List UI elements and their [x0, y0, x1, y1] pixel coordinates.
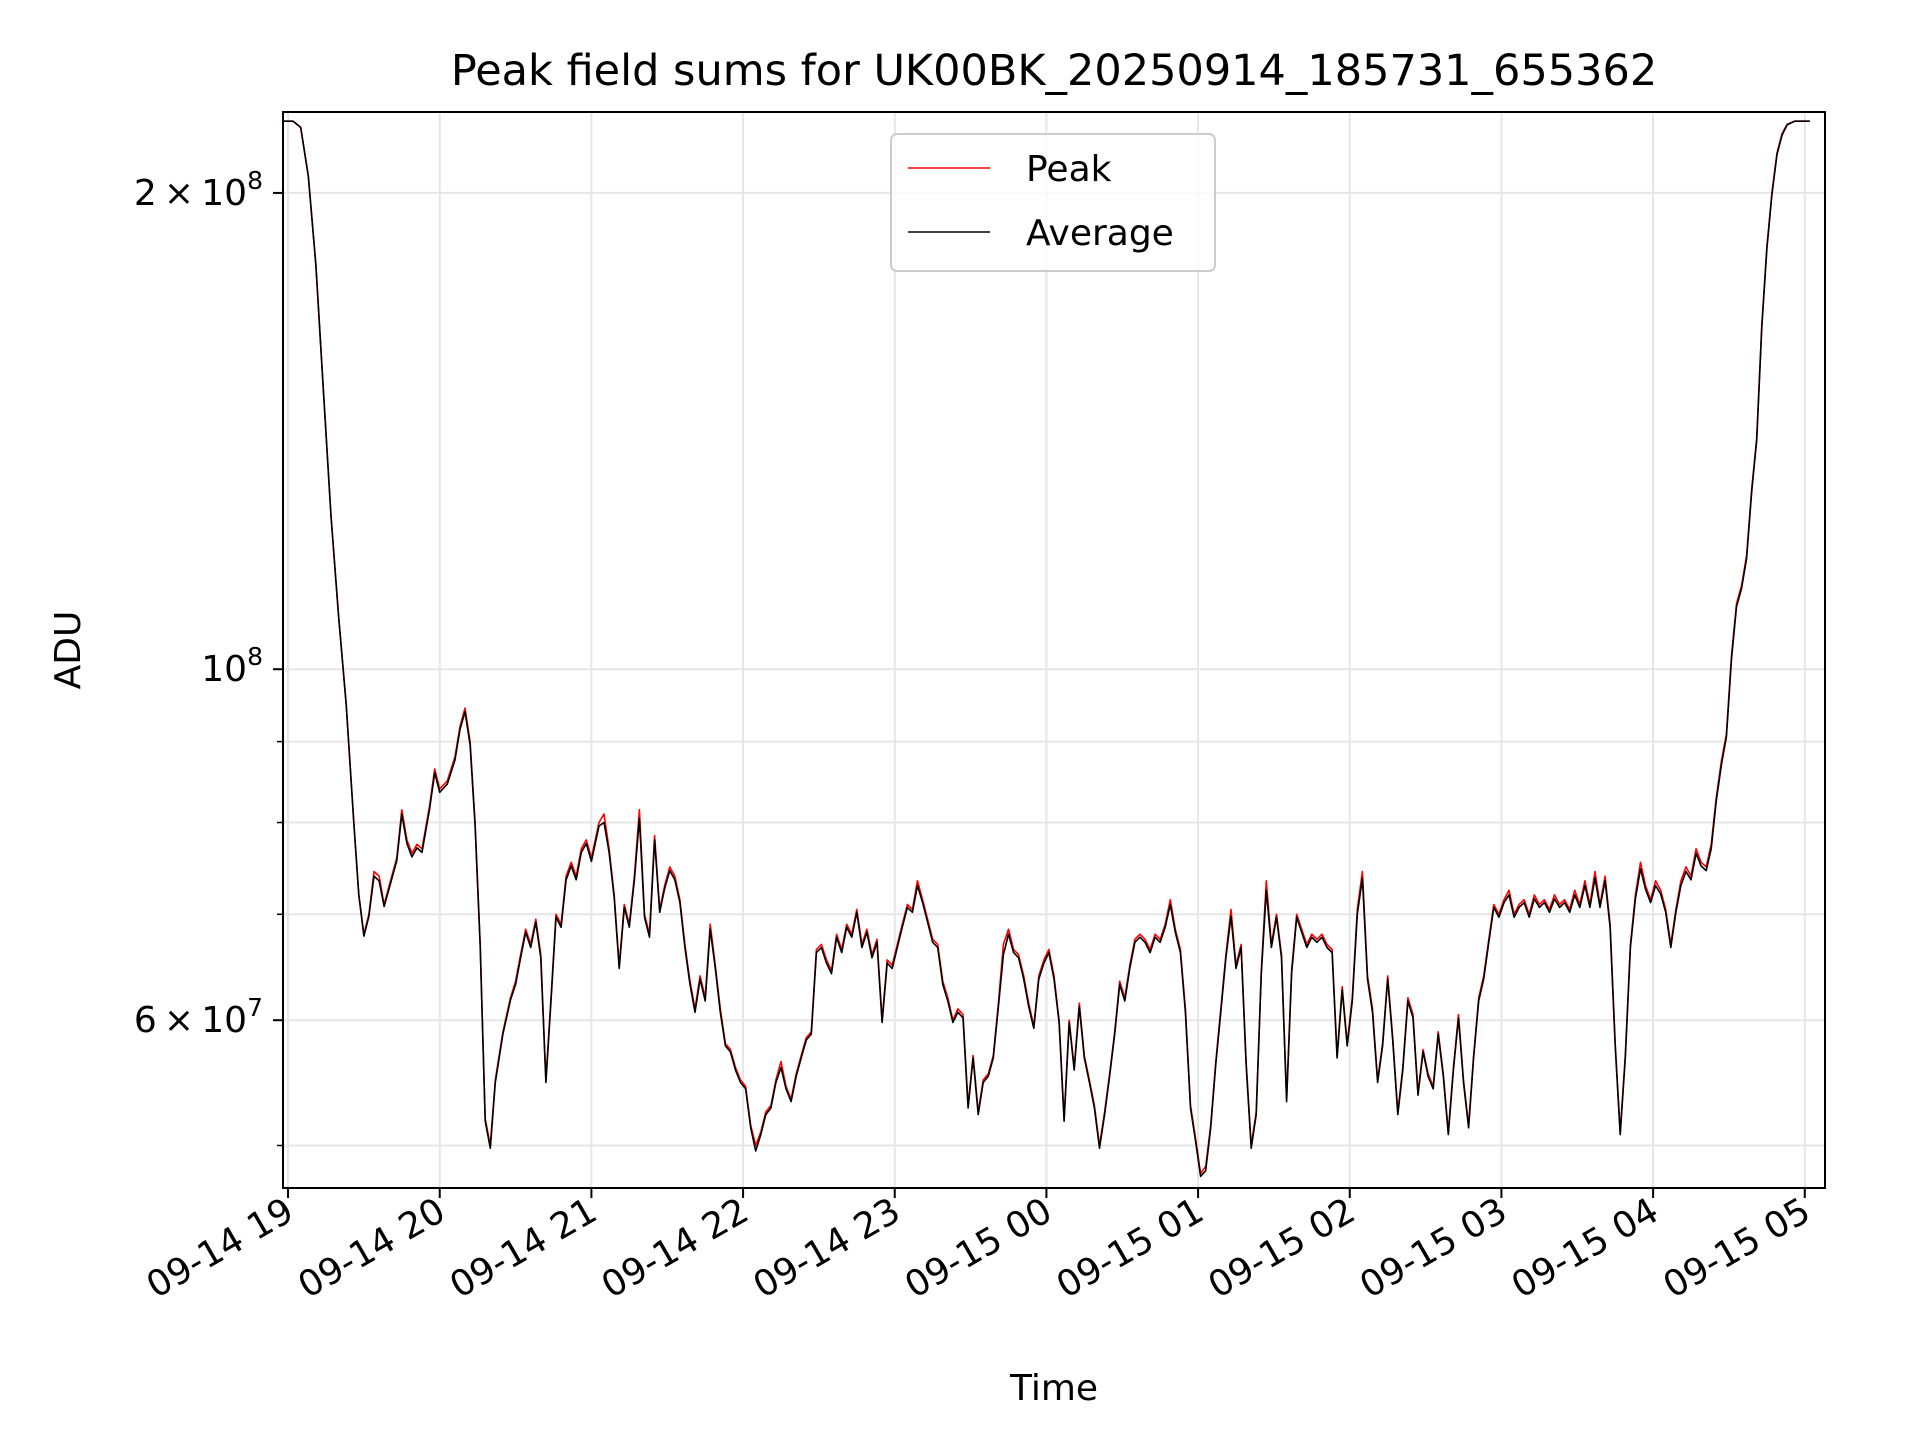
x-axis-label: Time: [1009, 1368, 1098, 1409]
series-lines: [283, 120, 1810, 1178]
chart-title: Peak field sums for UK00BK_20250914_1857…: [451, 46, 1657, 96]
y-axis-ticks: 6 × 107 108 2 × 108: [134, 166, 283, 1147]
y-tick-label: 108: [201, 642, 263, 690]
legend: Peak Average: [890, 133, 1216, 272]
plot-area-frame: [282, 111, 1826, 1189]
legend-label-peak: Peak: [1026, 149, 1112, 190]
y-axis-label: ADU: [48, 611, 89, 690]
y-tick-label: 6 × 107: [134, 993, 263, 1041]
y-tick-label: 2 × 108: [134, 166, 263, 214]
legend-label-average: Average: [1026, 213, 1174, 254]
series-line-average: [283, 120, 1810, 1178]
grid-lines: [283, 112, 1825, 1188]
